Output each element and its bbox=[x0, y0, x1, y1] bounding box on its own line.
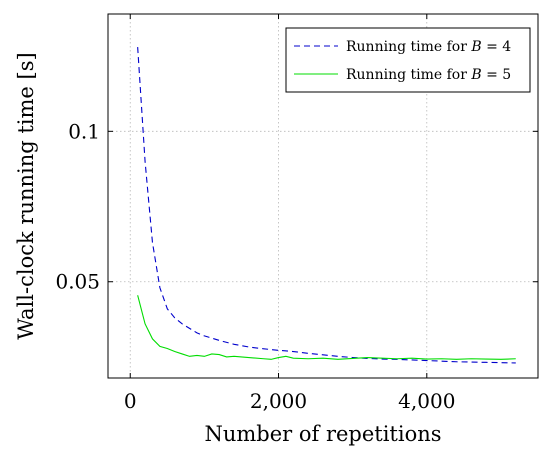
legend-label-b4: Running time for B = 4 bbox=[346, 39, 511, 55]
legend: Running time for B = 4 Running time for … bbox=[285, 27, 531, 93]
y-axis-label: Wall-clock running time [s] bbox=[14, 52, 38, 339]
x-tick-label: 2,000 bbox=[250, 389, 307, 413]
x-axis-label: Number of repetitions bbox=[204, 422, 441, 446]
legend-box bbox=[285, 27, 531, 93]
axis-ticks: 0 2,000 4,000 0.05 0.1 bbox=[55, 14, 538, 413]
x-tick-label: 4,000 bbox=[398, 389, 455, 413]
series-line-0 bbox=[137, 47, 516, 364]
plot-area-frame bbox=[107, 13, 539, 379]
y-tick-label: 0.05 bbox=[55, 270, 100, 294]
y-tick-label: 0.1 bbox=[68, 119, 100, 143]
legend-label-b5: Running time for B = 5 bbox=[346, 67, 511, 83]
legend-entry-b4: Running time for B = 4 bbox=[294, 39, 511, 55]
x-tick-label: 0 bbox=[124, 389, 137, 413]
legend-entry-b5: Running time for B = 5 bbox=[294, 67, 511, 83]
series-lines bbox=[137, 47, 516, 364]
series-line-1 bbox=[137, 295, 516, 360]
